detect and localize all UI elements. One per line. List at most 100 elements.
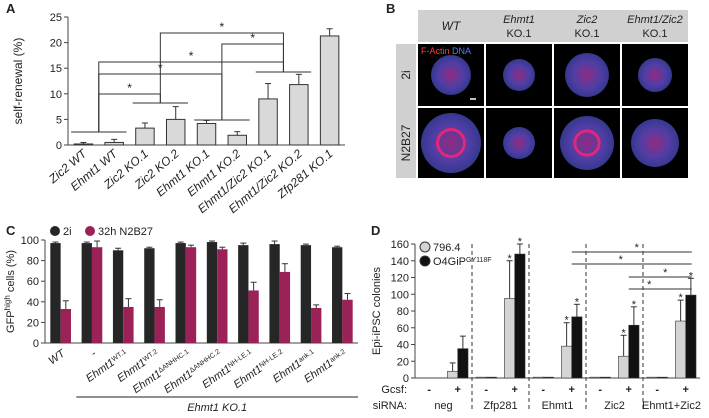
- gcsf-label: -: [484, 384, 488, 396]
- y-tick-label: 5: [56, 114, 62, 126]
- bar: [60, 309, 71, 343]
- bar: [206, 242, 218, 343]
- colony: [560, 116, 614, 170]
- significance-mark: *: [189, 49, 194, 63]
- error-bar: [94, 240, 101, 248]
- sirna-label: Zfp281: [483, 400, 517, 412]
- y-axis-label: self-renewal (%): [11, 38, 25, 125]
- text-part: DNA: [452, 46, 471, 56]
- bar: [628, 324, 640, 379]
- significance-mark: *: [518, 236, 523, 248]
- significance-mark: *: [621, 327, 626, 339]
- colony: [431, 55, 471, 95]
- bar: [485, 376, 497, 379]
- gcsf-label: +: [512, 384, 518, 396]
- gcsf-label: +: [569, 384, 575, 396]
- panel-label: C: [6, 223, 16, 238]
- text-part: NH-LE.1: [227, 348, 253, 369]
- error-bar: [177, 241, 184, 244]
- bar: [319, 35, 340, 146]
- y-tick-label: 80: [27, 256, 39, 268]
- column-header: Zic2: [576, 14, 598, 26]
- row-label: siRNA:: [373, 400, 407, 412]
- bar: [175, 243, 186, 343]
- bar: [599, 376, 611, 379]
- x-tick-label: WT: [46, 347, 68, 367]
- error-bar: [687, 277, 694, 296]
- bar: [227, 134, 248, 146]
- bar: [447, 370, 459, 379]
- y-axis-label: GFPhigh cells (%): [3, 250, 18, 333]
- error-bar: [156, 299, 163, 307]
- gcsf-label: -: [598, 384, 602, 396]
- bar: [589, 376, 601, 379]
- error-bar: [52, 241, 59, 244]
- error-bar: [630, 306, 637, 326]
- y-tick-label: 0: [33, 338, 39, 350]
- bar: [165, 118, 186, 146]
- error-bar: [295, 73, 302, 85]
- error-bar: [234, 131, 241, 136]
- error-bar: [563, 322, 570, 347]
- error-bar: [111, 138, 118, 143]
- y-tick-label: 20: [50, 38, 62, 50]
- error-bar: [506, 260, 513, 299]
- sirna-label: Ehmt1+Zic2: [642, 400, 701, 412]
- bar: [457, 348, 469, 379]
- text-part: GY118F: [466, 257, 492, 264]
- colony: [638, 58, 672, 92]
- error-bar: [516, 243, 523, 255]
- error-bar: [449, 362, 456, 372]
- y-tick-label: 20: [397, 356, 409, 368]
- colony: [565, 53, 609, 97]
- error-bar: [146, 246, 153, 249]
- bar: [561, 345, 573, 379]
- bar: [196, 122, 217, 146]
- text-part: high: [3, 295, 12, 310]
- y-tick-label: 140: [391, 256, 409, 268]
- bar: [504, 298, 516, 379]
- text-part: WT.2: [142, 348, 159, 363]
- legend-label: 32h N2B27: [98, 226, 153, 238]
- sirna-label: Ehmt1: [542, 400, 574, 412]
- error-bar: [115, 247, 122, 251]
- y-tick-label: 20: [27, 317, 39, 329]
- group-label: Ehmt1 KO.1: [187, 402, 247, 414]
- legend-swatch: [50, 226, 60, 236]
- error-bar: [573, 303, 580, 317]
- legend-label: 796.4: [433, 242, 461, 254]
- legend-swatch: [85, 226, 95, 236]
- y-tick-label: 100: [21, 235, 39, 247]
- bar: [258, 98, 278, 146]
- header-bg: [418, 10, 688, 42]
- error-bar: [62, 300, 69, 310]
- legend-label: 2i: [63, 226, 72, 238]
- error-bar: [313, 304, 320, 308]
- bar: [248, 290, 259, 343]
- bar: [646, 376, 658, 379]
- bar: [571, 316, 583, 379]
- legend-swatch: [419, 255, 431, 267]
- error-bar: [459, 335, 466, 349]
- error-bar: [141, 122, 148, 129]
- bar: [73, 143, 94, 146]
- y-tick-label: 40: [397, 340, 409, 352]
- error-bar: [334, 245, 341, 248]
- text-part: WT.1: [110, 348, 127, 363]
- column-header: WT: [442, 19, 462, 33]
- gcsf-label: -: [427, 384, 431, 396]
- row-label: N2B27: [399, 124, 413, 161]
- colony: [421, 113, 481, 173]
- stain-legend: F-Actin DNA: [421, 46, 471, 56]
- column-header: Ehmt1: [503, 14, 535, 26]
- error-bar: [265, 83, 272, 99]
- error-bar: [240, 242, 247, 246]
- panel-label: A: [6, 1, 16, 16]
- colony: [631, 119, 679, 167]
- bar: [104, 141, 124, 146]
- text-part: -: [89, 347, 99, 359]
- text-part: F-Actin: [421, 46, 450, 56]
- bar: [332, 247, 343, 343]
- bar: [475, 376, 487, 379]
